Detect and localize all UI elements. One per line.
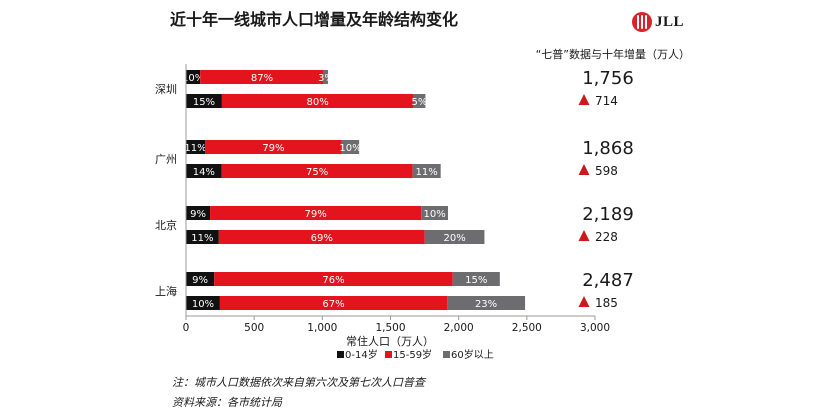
bar-data-label: 15% bbox=[465, 275, 487, 286]
bar-segment-age-60-plus bbox=[452, 272, 500, 286]
bar-data-label: 9% bbox=[192, 275, 208, 286]
legend-swatch bbox=[337, 351, 344, 358]
legend-swatch bbox=[385, 351, 392, 358]
city-label: 上海 bbox=[155, 284, 177, 298]
increase-up-icon bbox=[578, 94, 590, 105]
x-tick-label: 3,000 bbox=[580, 322, 610, 334]
side-panel-heading: “七普”数据与十年增量（万人） bbox=[536, 47, 690, 61]
legend-label: 60岁以上 bbox=[451, 348, 494, 361]
bar-data-label: 10% bbox=[424, 209, 446, 220]
bar-segment-age-15-59 bbox=[214, 272, 453, 286]
bar-segment-age-60-plus bbox=[412, 164, 441, 178]
bar-segment-age-0-14 bbox=[186, 272, 215, 286]
increase-up-icon bbox=[578, 296, 590, 307]
population-value: 2,487 bbox=[582, 270, 634, 291]
increase-up-icon bbox=[578, 164, 590, 175]
bar-data-label: 9% bbox=[190, 209, 206, 220]
bar-segment-age-15-59 bbox=[205, 140, 342, 154]
city-label: 北京 bbox=[155, 218, 177, 232]
bar-segment-age-0-14 bbox=[186, 230, 219, 244]
x-tick-label: 1,500 bbox=[375, 322, 405, 334]
bar-segment-age-0-14 bbox=[186, 140, 206, 154]
legend: 0-14岁 15-59岁 60岁以上 bbox=[337, 348, 494, 361]
bar-segment-age-15-59 bbox=[221, 94, 414, 108]
increase-value: 185 bbox=[595, 296, 618, 310]
bar-data-label: 79% bbox=[262, 143, 284, 154]
bar-segment-age-0-14 bbox=[186, 70, 201, 84]
bar-data-label: 15% bbox=[193, 97, 215, 108]
jll-logo: JLL bbox=[632, 12, 684, 32]
bar-segment-age-60-plus bbox=[424, 230, 485, 244]
bar-segment-age-0-14 bbox=[186, 296, 220, 310]
bar-data-label: 10% bbox=[192, 299, 214, 310]
x-axis: 0 500 1,000 1,500 2,000 2,500 3,000 bbox=[183, 64, 610, 334]
increase-up-icon bbox=[578, 230, 590, 241]
bar-segment-age-60-plus bbox=[323, 70, 329, 84]
side-values: 1,756 714 1,868 598 2,189 228 2,487 185 bbox=[578, 68, 634, 310]
bar-data-label: 11% bbox=[184, 143, 206, 154]
population-value: 1,756 bbox=[582, 68, 634, 89]
bar-data-label: 80% bbox=[307, 97, 329, 108]
increase-value: 598 bbox=[595, 164, 618, 178]
bar-data-label: 75% bbox=[306, 167, 328, 178]
bar-data-label: 14% bbox=[193, 167, 215, 178]
city-label: 广州 bbox=[155, 153, 177, 166]
jll-logo-text: JLL bbox=[655, 13, 685, 30]
population-value: 2,189 bbox=[582, 204, 634, 225]
legend-swatch bbox=[443, 351, 450, 358]
bar-segment-age-60-plus bbox=[421, 206, 449, 220]
footnote-note: 注：城市人口数据依次来自第六次及第七次人口普查 bbox=[172, 376, 427, 389]
bar-data-label: 10% bbox=[182, 73, 204, 84]
bar-data-label: 11% bbox=[416, 167, 438, 178]
bar-data-label: 11% bbox=[191, 233, 213, 244]
bar-data-label: 20% bbox=[443, 233, 465, 244]
bar-segment-age-0-14 bbox=[186, 164, 222, 178]
bar-segment-age-15-59 bbox=[210, 206, 422, 220]
x-tick-label: 0 bbox=[183, 322, 190, 334]
bar-segment-age-0-14 bbox=[186, 206, 211, 220]
jll-logo-icon bbox=[632, 12, 652, 32]
x-tick-label: 500 bbox=[244, 322, 264, 334]
x-tick-label: 2,000 bbox=[444, 322, 474, 334]
bar-data-label: 5% bbox=[411, 97, 427, 108]
bar-segment-age-15-59 bbox=[219, 296, 448, 310]
legend-label: 15-59岁 bbox=[393, 348, 432, 361]
bar-data-label: 10% bbox=[339, 143, 361, 154]
bar-data-label: 3% bbox=[318, 73, 334, 84]
increase-value: 714 bbox=[595, 94, 618, 108]
footnote-source: 资料来源：各市统计局 bbox=[172, 396, 283, 409]
bar-data-label: 69% bbox=[311, 233, 333, 244]
city-label: 深圳 bbox=[155, 83, 177, 96]
x-tick-label: 1,000 bbox=[307, 322, 337, 334]
x-tick-label: 2,500 bbox=[512, 322, 542, 334]
bar-data-label: 79% bbox=[305, 209, 327, 220]
bar-segment-age-60-plus bbox=[341, 140, 360, 154]
bar-data-label: 23% bbox=[475, 299, 497, 310]
x-axis-label: 常住人口（万人） bbox=[346, 334, 434, 348]
legend-label: 0-14岁 bbox=[345, 348, 378, 361]
bar-segment-age-15-59 bbox=[218, 230, 425, 244]
chart-title: 近十年一线城市人口增量及年龄结构变化 bbox=[170, 10, 458, 29]
bar-segment-age-60-plus bbox=[447, 296, 526, 310]
plot-area: 10% 87% 3% 15% 80% 5% 11% 79% 10% 14% 75% 11% 9% 79% 1… bbox=[182, 70, 526, 310]
bar-segment-age-60-plus bbox=[413, 94, 426, 108]
bar-segment-age-0-14 bbox=[186, 94, 222, 108]
bar-data-label: 87% bbox=[251, 73, 273, 84]
bar-segment-age-15-59 bbox=[221, 164, 413, 178]
bar-segment-age-15-59 bbox=[200, 70, 324, 84]
population-value: 1,868 bbox=[582, 138, 634, 159]
increase-value: 228 bbox=[595, 230, 618, 244]
bar-data-label: 67% bbox=[322, 299, 344, 310]
bar-data-label: 76% bbox=[322, 275, 344, 286]
